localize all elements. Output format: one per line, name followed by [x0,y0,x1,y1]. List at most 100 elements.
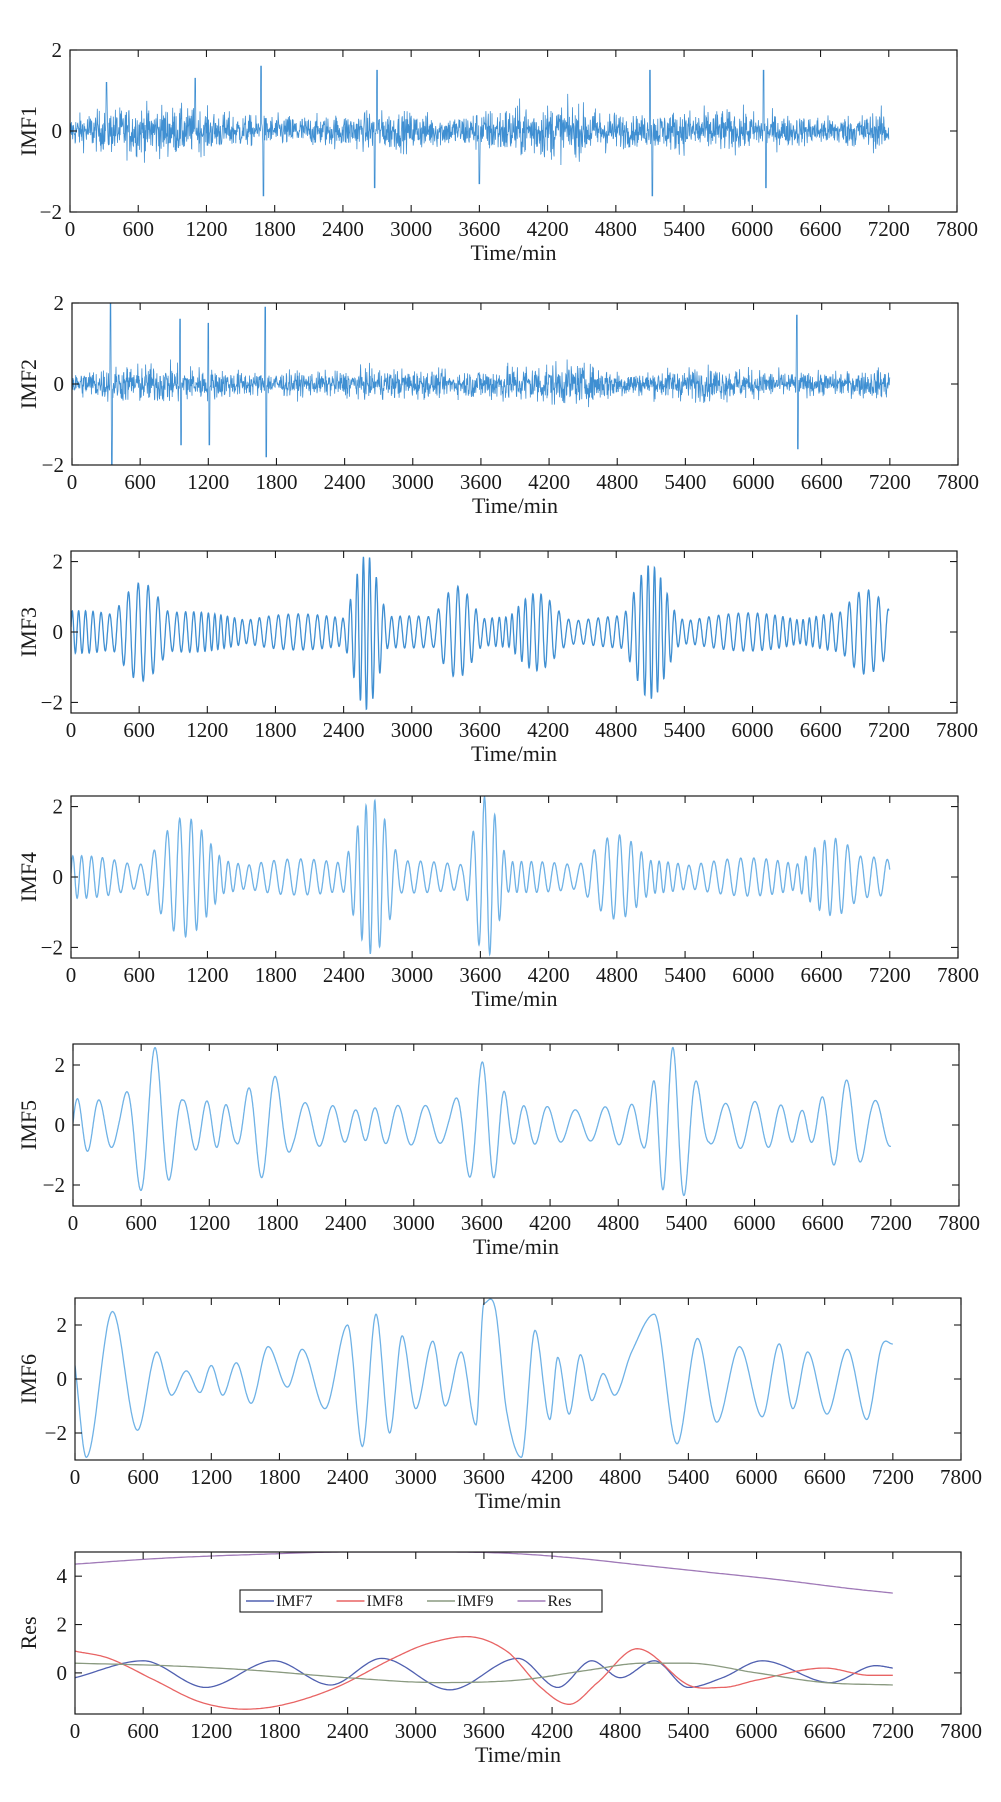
x-tick-label: 6600 [800,217,842,241]
y-tick-label: −2 [40,200,62,224]
y-tick-label: −2 [45,1421,67,1445]
x-tick-label: 7200 [868,217,910,241]
series-line-imf3 [71,556,890,711]
x-tick-label: 0 [67,470,78,494]
x-tick-label: 1800 [254,217,296,241]
x-tick-label: 5400 [663,217,705,241]
series-line-imf1 [70,65,890,197]
x-tick-label: 7200 [869,470,911,494]
x-tick-label: 0 [68,1211,79,1235]
x-tick-label: 3600 [459,718,501,742]
y-tick-label: 2 [52,38,63,62]
x-tick-label: 3600 [463,1465,505,1489]
x-tick-label: 1200 [188,1211,230,1235]
panel-imf4: 0 600 1200 1800 2400 3000 3600 4200 4800 5400 6000… [16,795,979,1011]
x-tick-label: 0 [66,963,77,987]
y-tick-label: −2 [42,453,64,477]
series-line-res-imf8 [75,1635,893,1710]
x-tick-label: 6600 [801,963,843,987]
x-tick-label: 7800 [936,718,978,742]
x-axis-label: Time/min [472,986,558,1011]
legend-label-imf8: IMF8 [367,1593,403,1610]
y-tick-label: 0 [57,1367,68,1391]
x-tick-label: 600 [127,1465,159,1489]
x-tick-label: 4200 [528,470,570,494]
x-tick-label: 7800 [937,470,979,494]
x-tick-label: 5400 [663,718,705,742]
x-tick-label: 1800 [254,718,296,742]
legend: IMF7 IMF8 IMF9 Res [239,1589,603,1613]
x-tick-label: 3600 [459,963,501,987]
x-tick-label: 6000 [734,1211,776,1235]
x-tick-label: 7200 [872,1719,914,1743]
y-axis-label: IMF1 [16,106,41,156]
x-tick-label: 6600 [802,1211,844,1235]
x-tick-label: 7200 [872,1465,914,1489]
y-tick-label: 4 [57,1564,68,1588]
series-line-res-imf7 [75,1657,893,1691]
x-tick-label: 3600 [460,470,502,494]
x-tick-label: 5400 [667,1465,709,1489]
y-tick-label: 2 [53,795,64,819]
x-axis-label: Time/min [475,1742,561,1767]
legend-label-imf7: IMF7 [276,1593,312,1610]
panel-imf5: 0 600 1200 1800 2400 3000 3600 4200 4800 5400 6000… [16,1043,980,1259]
legend-box [239,1589,603,1613]
x-tick-label: 6600 [804,1465,846,1489]
x-tick-label: 1800 [255,470,297,494]
x-tick-label: 7800 [938,1211,980,1235]
x-tick-label: 4200 [527,718,569,742]
x-tick-label: 4200 [531,1465,573,1489]
y-tick-label: 0 [52,119,63,143]
series-line-res-res [75,1552,893,1594]
x-tick-label: 600 [127,1719,159,1743]
y-tick-label: −2 [41,935,63,959]
x-tick-label: 2400 [325,1211,367,1235]
y-tick-label: 0 [54,372,65,396]
x-tick-label: 6600 [800,718,842,742]
plot-frame [74,1551,962,1715]
x-tick-label: 7800 [940,1465,982,1489]
x-tick-label: 4800 [599,1719,641,1743]
panel-imf2: 0 600 1200 1800 2400 3000 3600 4200 4800 5400 6000… [16,291,979,518]
plot-frame [74,1297,962,1461]
x-tick-label: 2400 [323,963,365,987]
x-tick-label: 1200 [187,470,229,494]
x-tick-label: 1200 [185,217,227,241]
x-axis-label: Time/min [471,240,557,265]
x-tick-label: 3000 [395,1719,437,1743]
x-tick-label: 1800 [258,1465,300,1489]
y-tick-label: −2 [41,690,63,714]
x-tick-label: 4200 [529,1211,571,1235]
x-tick-label: 1800 [256,1211,298,1235]
y-tick-label: 2 [53,550,64,574]
y-axis-label: IMF2 [16,359,41,409]
x-tick-label: 3600 [458,217,500,241]
y-axis-label: IMF6 [16,1354,41,1404]
x-tick-label: 6600 [804,1719,846,1743]
x-tick-label: 6000 [736,1719,778,1743]
x-tick-label: 6600 [801,470,843,494]
y-tick-label: 0 [53,620,64,644]
y-tick-label: 2 [57,1313,68,1337]
x-tick-label: 3600 [463,1719,505,1743]
y-axis-label: IMF4 [16,852,41,902]
x-axis-label: Time/min [471,741,557,766]
y-tick-label: −2 [43,1173,65,1197]
y-tick-label: 2 [55,1053,66,1077]
x-tick-label: 1200 [190,1465,232,1489]
x-tick-label: 3000 [395,1465,437,1489]
x-tick-label: 2400 [324,470,366,494]
x-tick-label: 600 [123,718,155,742]
legend-label-imf9: IMF9 [457,1593,493,1610]
x-tick-label: 600 [124,470,156,494]
x-tick-label: 4200 [527,217,569,241]
x-tick-label: 5400 [664,963,706,987]
panel-res: 0 600 1200 1800 2400 3000 3600 4200 4800 5400 6000… [16,1551,982,1767]
x-tick-label: 7800 [937,963,979,987]
panel-imf1: 0 600 1200 1800 2400 3000 3600 4200 4800 5400 6000… [16,38,978,265]
y-tick-label: 0 [57,1661,68,1685]
x-tick-label: 4200 [528,963,570,987]
panel-imf3: 0 600 1200 1800 2400 3000 3600 4200 4800 5400 6000… [16,550,978,766]
